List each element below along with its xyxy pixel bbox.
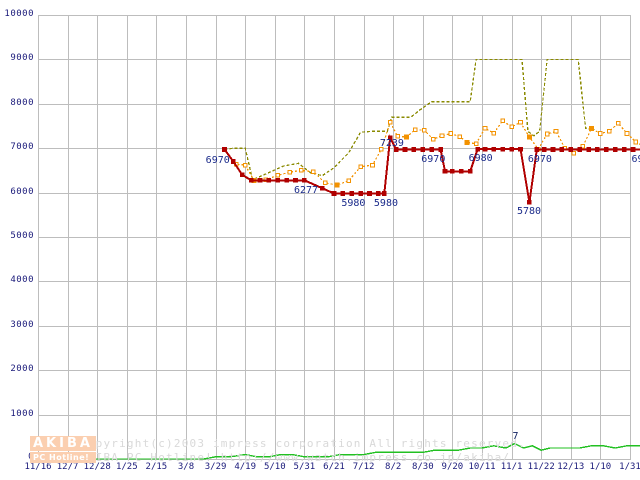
gridline-vertical	[304, 15, 306, 460]
copyright-line-2: AKIBA PC Hotline! http://www.watch.impre…	[80, 451, 511, 464]
gridline-vertical	[186, 15, 187, 460]
y-tick-label: 1000	[10, 408, 34, 419]
gridline-vertical	[422, 15, 424, 460]
y-tick-label: 8000	[10, 97, 34, 108]
x-tick-label: 7/12	[352, 462, 375, 472]
gridline-vertical	[38, 15, 39, 460]
x-tick-label: 8/2	[385, 462, 402, 472]
x-tick-label: 1/25	[115, 462, 138, 472]
data-point-label: 6970	[631, 153, 640, 165]
x-tick-label: 11/22	[527, 462, 555, 472]
data-point-label: 6970	[527, 153, 552, 165]
data-point-label: 5980	[373, 198, 398, 210]
y-tick-label: 4000	[10, 275, 34, 286]
gridline-vertical	[215, 15, 217, 460]
y-tick-label: 10000	[4, 9, 34, 19]
x-tick-label: 3/29	[204, 462, 227, 472]
data-point-label: 5980	[341, 198, 366, 210]
x-tick-label: 8/30	[411, 462, 434, 472]
series-lowest-price	[222, 134, 640, 205]
x-tick-label: 1/31	[619, 462, 640, 472]
x-tick-label: 5/10	[263, 462, 286, 472]
x-tick-label: 11/16	[24, 462, 52, 472]
x-tick-label: 9/20	[441, 462, 464, 472]
gridline-vertical	[97, 15, 99, 460]
gridline-vertical	[630, 15, 631, 460]
data-point-label: 7	[512, 430, 519, 442]
y-tick-label: 7000	[10, 142, 34, 153]
series-highest-price	[224, 58, 595, 181]
x-tick-label: 10/11	[468, 462, 496, 472]
akiba-logo-text: AKIBA	[30, 436, 96, 451]
gridline-vertical	[334, 15, 335, 460]
x-tick-label: 11/1	[500, 462, 523, 472]
gridline-vertical	[511, 15, 513, 460]
data-point-label: 5780	[516, 206, 542, 218]
plot-area	[38, 15, 631, 460]
gridline-vertical	[126, 15, 128, 460]
data-point-label: 6970	[205, 154, 230, 166]
x-tick-label: 1/10	[589, 462, 612, 472]
gridline-vertical	[541, 15, 543, 460]
gridline-vertical	[600, 15, 602, 460]
series-average-price	[222, 118, 640, 188]
y-tick-label: 5000	[10, 231, 34, 241]
gridline-vertical	[363, 15, 365, 460]
x-tick-label: 4/19	[234, 462, 257, 472]
x-tick-label: 12/13	[557, 462, 585, 472]
akiba-watermark-logo: AKIBA PC Hotline!	[30, 436, 96, 463]
x-tick-label: 2/15	[145, 462, 168, 472]
data-point-label: 6980	[468, 153, 493, 165]
copyright-line-1: Copyright(c)2003 impress corporation All…	[80, 437, 526, 450]
gridline-vertical	[452, 15, 454, 460]
gridline-vertical	[156, 15, 158, 460]
gridline-vertical	[482, 15, 483, 460]
x-tick-label: 6/21	[323, 462, 345, 472]
data-point-label: 6277	[294, 185, 319, 197]
y-tick-label: 9000	[10, 53, 34, 64]
data-point-label: 6970	[421, 153, 446, 165]
series-shop-count	[38, 442, 640, 460]
y-tick-label: 2000	[10, 364, 34, 375]
y-tick-label: 3000	[10, 319, 34, 330]
gridline-vertical	[245, 15, 247, 460]
x-tick-label: 5/31	[293, 462, 316, 472]
x-tick-label: 12/7	[56, 462, 79, 472]
gridline-vertical	[570, 15, 572, 460]
pc-hotline-logo-text: PC Hotline!	[30, 452, 96, 463]
x-tick-label: 12/28	[83, 462, 111, 472]
gridline-vertical	[393, 15, 395, 460]
data-point-label: 7239	[379, 137, 404, 149]
gridline-vertical	[274, 15, 276, 460]
y-tick-label: 6000	[10, 186, 34, 197]
x-tick-label: 3/8	[177, 462, 195, 472]
gridline-vertical	[67, 15, 69, 460]
copyright-text: Copyright(c)2003 impress corporation All…	[80, 437, 526, 465]
